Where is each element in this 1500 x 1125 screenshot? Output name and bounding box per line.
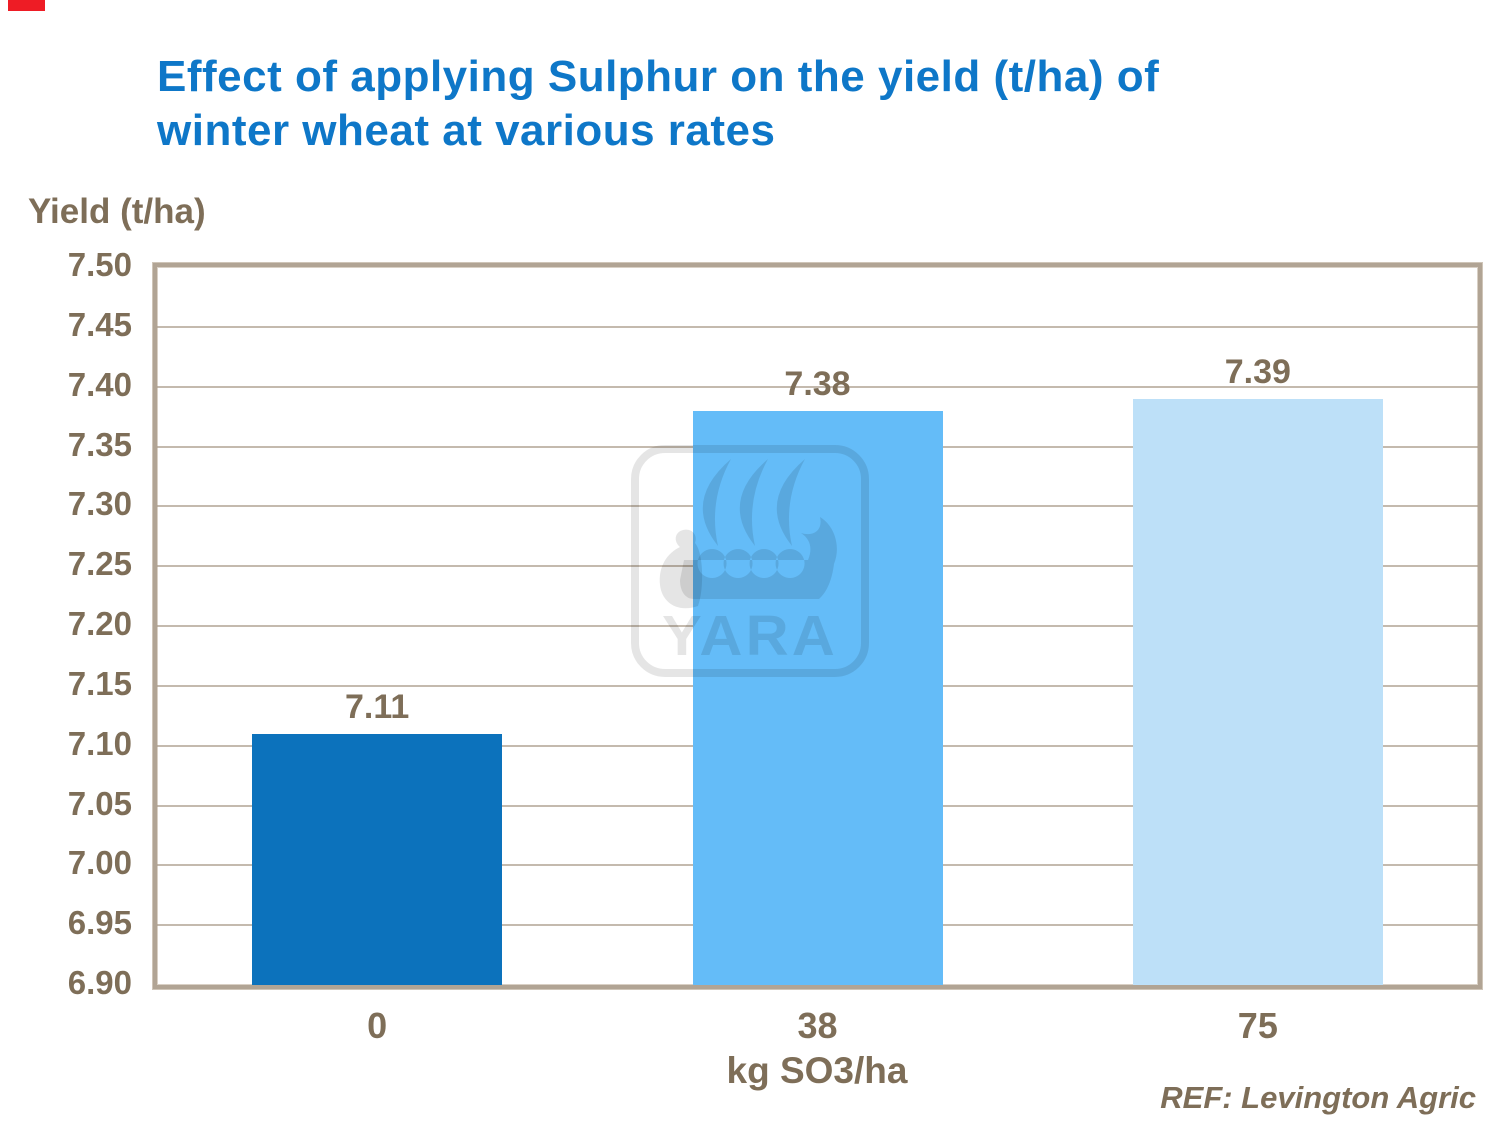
y-tick-label: 7.00 [67, 844, 132, 882]
yara-watermark: YARA [631, 445, 869, 677]
yara-logo-group: YARA [631, 445, 869, 677]
red-corner-mark [8, 0, 45, 11]
yara-stern-icon [659, 529, 703, 609]
y-tick-label: 7.05 [67, 784, 132, 822]
yara-sail-icon [702, 459, 731, 546]
y-tick-label: 6.90 [67, 964, 132, 1001]
bar-value-label: 7.39 [1224, 352, 1291, 391]
gridline [157, 385, 1478, 388]
x-tick-label: 0 [367, 1005, 388, 1046]
reference-note: REF: Levington Agric [1160, 1080, 1476, 1115]
bar-75 [1132, 398, 1383, 985]
yara-hull-icon [680, 517, 837, 599]
bar-38 [692, 410, 943, 985]
y-tick-label: 7.35 [67, 425, 132, 463]
y-tick-label: 7.40 [67, 365, 132, 403]
x-axis-title: kg SO3/ha [726, 1050, 908, 1091]
y-tick-label: 7.25 [67, 545, 132, 583]
bar-value-label: 7.38 [784, 364, 851, 403]
y-tick-label: 7.10 [67, 724, 132, 762]
plot-inner: 7.11 7.38 7.39 [157, 267, 1478, 985]
plot-area: 7.11 7.38 7.39 [153, 263, 1482, 989]
chart-title: Effect of applying Sulphur on the yield … [157, 50, 1357, 157]
bar-value-label: 7.11 [345, 687, 410, 726]
yara-frame [631, 445, 869, 677]
y-tick-label: 6.95 [67, 904, 132, 942]
y-tick-label: 7.30 [67, 485, 132, 523]
yara-sail-icon [739, 459, 768, 546]
yara-sail-icon [776, 459, 805, 546]
chart-title-line-1: Effect of applying Sulphur on the yield … [157, 52, 1160, 101]
y-tick-label: 7.50 [67, 246, 132, 283]
gridline [157, 325, 1478, 328]
bar-0 [252, 733, 503, 985]
y-tick-label: 7.15 [67, 664, 132, 702]
y-axis-title: Yield (t/ha) [28, 192, 206, 231]
x-tick-label: 75 [1237, 1005, 1278, 1046]
x-tick-label: 38 [797, 1005, 838, 1046]
y-tick-label: 7.20 [67, 605, 132, 642]
yara-wordmark: YARA [662, 604, 838, 668]
chart-title-line-2: winter wheat at various rates [157, 105, 776, 155]
y-tick-label: 7.45 [67, 305, 132, 343]
